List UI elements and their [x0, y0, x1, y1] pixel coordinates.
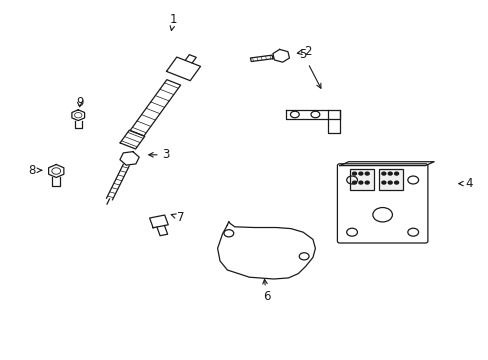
Text: 7: 7	[171, 211, 184, 224]
Text: 4: 4	[458, 177, 472, 190]
Text: 8: 8	[28, 164, 41, 177]
Circle shape	[358, 172, 362, 175]
Bar	[349, 168, 373, 190]
Circle shape	[352, 172, 356, 175]
FancyBboxPatch shape	[337, 164, 427, 243]
Circle shape	[365, 181, 368, 184]
Circle shape	[381, 172, 385, 175]
Bar	[378, 168, 403, 190]
Circle shape	[387, 172, 391, 175]
Text: 1: 1	[169, 13, 177, 31]
Text: 6: 6	[262, 279, 270, 303]
Text: 5: 5	[299, 48, 320, 88]
Text: 3: 3	[148, 148, 170, 161]
Circle shape	[365, 172, 368, 175]
Circle shape	[387, 181, 391, 184]
Circle shape	[358, 181, 362, 184]
Text: 9: 9	[76, 96, 83, 109]
Circle shape	[394, 172, 398, 175]
Circle shape	[381, 181, 385, 184]
Text: 2: 2	[297, 45, 311, 58]
Circle shape	[352, 181, 356, 184]
Circle shape	[394, 181, 398, 184]
